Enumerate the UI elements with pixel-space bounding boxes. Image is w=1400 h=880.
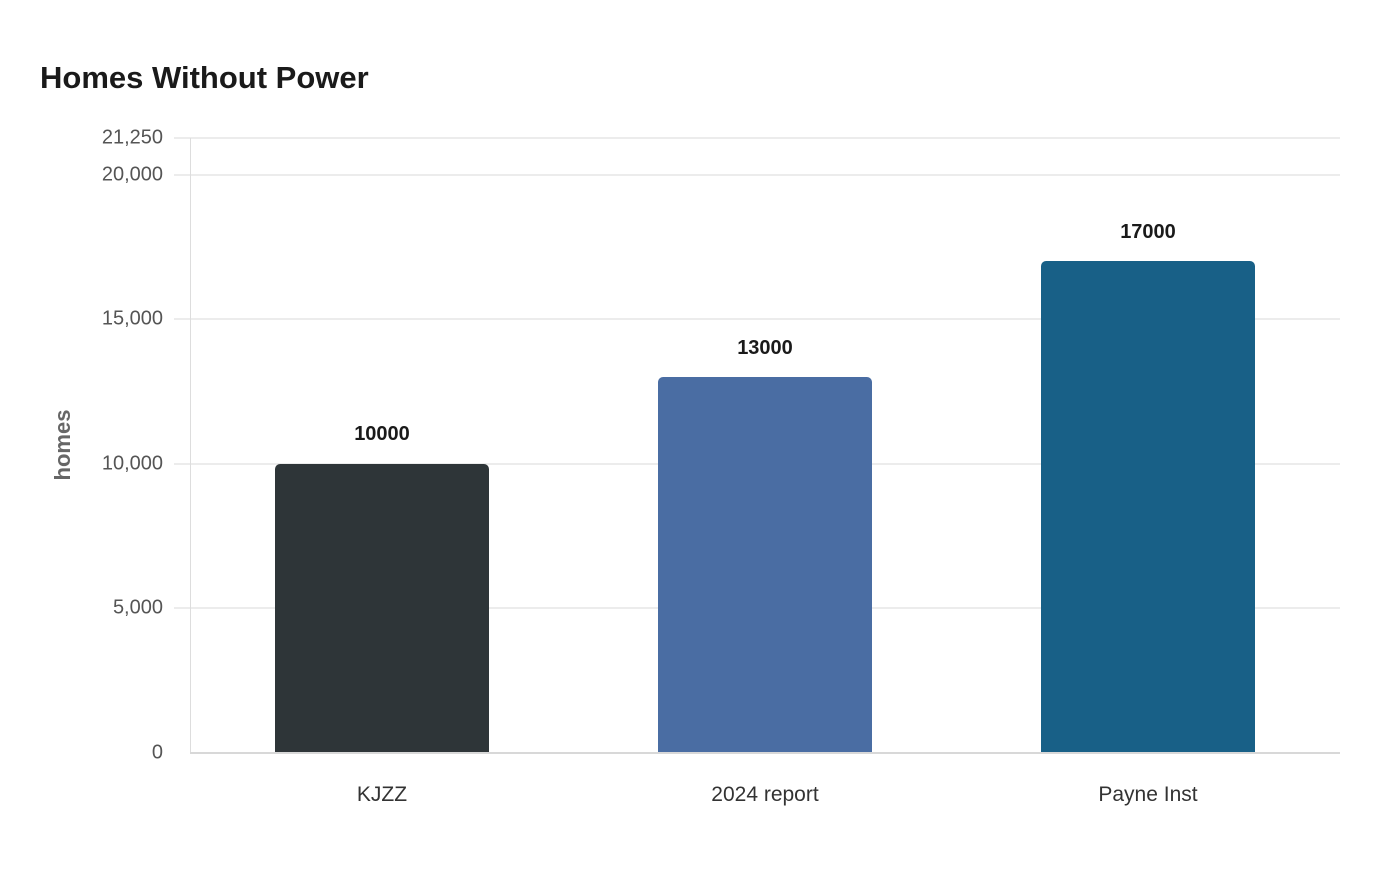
bar-value-label: 17000 <box>1120 221 1176 243</box>
bar-value-label: 13000 <box>737 337 793 359</box>
bar-kjzz[interactable] <box>275 464 489 753</box>
x-axis-line <box>190 752 1340 754</box>
bar-value-label: 10000 <box>354 423 410 445</box>
y-tick-label: 15,000 <box>101 307 163 330</box>
gridline-15000 <box>174 318 1340 320</box>
gridline-20000 <box>174 174 1340 176</box>
bar-payne-inst[interactable] <box>1041 261 1255 753</box>
x-tick-label: Payne Inst <box>1098 783 1198 806</box>
y-tick-label: 21,250 <box>101 126 163 149</box>
y-axis-line <box>190 138 191 754</box>
chart-title: Homes Without Power <box>40 60 369 95</box>
gridline-21250 <box>174 137 1340 139</box>
x-tick-label: KJZZ <box>356 783 408 806</box>
x-tick-label: 2024 report <box>711 783 819 806</box>
bar-2024-report[interactable] <box>658 377 872 753</box>
y-tick-label: 10,000 <box>101 452 163 475</box>
y-tick-label: 0 <box>151 741 163 764</box>
y-axis-label: homes <box>50 409 75 481</box>
y-tick-label: 5,000 <box>112 596 163 619</box>
y-tick-label: 20,000 <box>101 163 163 186</box>
